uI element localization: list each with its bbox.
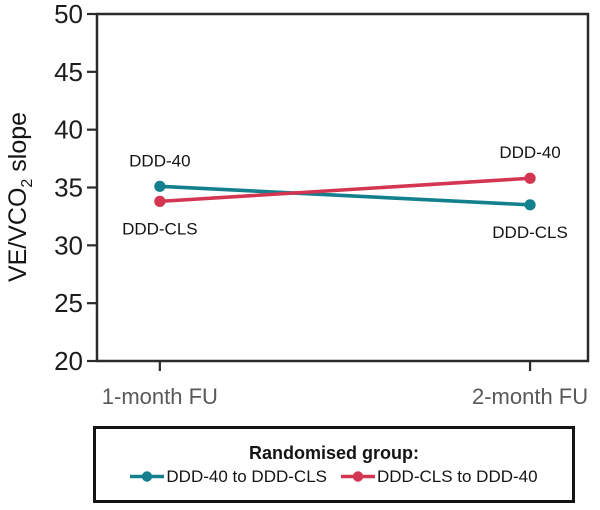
point-label: DDD-40 [499, 143, 560, 162]
legend-item-label: DDD-40 to DDD-CLS [166, 466, 327, 486]
y-axis-title: VE/VCO2 slope [4, 112, 36, 282]
legend-box: Randomised group: DDD-40 to DDD-CLS DDD-C… [93, 426, 575, 503]
y-tick-label: 50 [54, 0, 83, 29]
y-tick-label: 35 [54, 173, 83, 203]
y-tick-label: 40 [54, 115, 83, 145]
data-point [524, 172, 536, 184]
y-tick-label: 25 [54, 288, 83, 318]
x-tick-label: 1-month FU [102, 384, 218, 409]
legend-item: DDD-40 to DDD-CLS [130, 467, 327, 487]
data-line-series-1 [158, 176, 532, 204]
legend-marker-icon [341, 471, 375, 482]
y-tick-label: 30 [54, 230, 83, 260]
data-point [154, 195, 166, 207]
legend-title: Randomised group: [249, 443, 419, 464]
point-label: DDD-40 [129, 151, 190, 170]
point-label: DDD-CLS [122, 219, 198, 238]
legend-item-label: DDD-CLS to DDD-40 [377, 466, 538, 486]
data-line-series-0 [158, 184, 532, 207]
data-point [154, 180, 166, 192]
point-label: DDD-CLS [492, 223, 568, 242]
legend-marker-icon [130, 471, 165, 482]
data-point [524, 199, 536, 211]
chart-plot: 20 25 30 35 40 45 50 1-month FU 2-month FU VE/VCO… [4, 0, 590, 409]
legend-items: DDD-40 to DDD-CLS DDD-CLS to DDD-40 [130, 467, 538, 487]
x-tick-label: 2-month FU [472, 384, 588, 409]
y-tick-label: 45 [54, 57, 83, 87]
legend-item: DDD-CLS to DDD-40 [341, 467, 538, 487]
y-tick-label: 20 [54, 346, 83, 376]
